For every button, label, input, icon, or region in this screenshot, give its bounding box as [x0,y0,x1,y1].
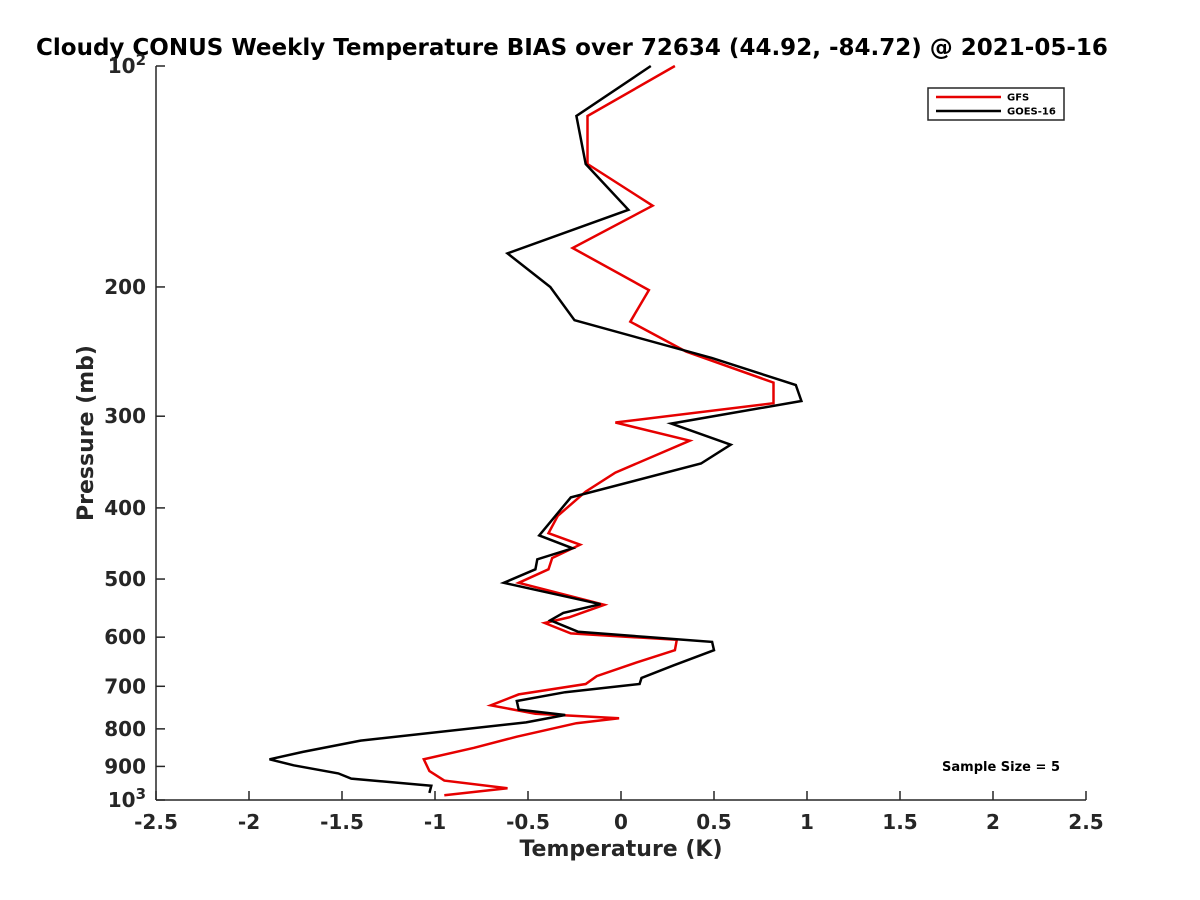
x-tick-label: 1 [800,810,814,834]
legend-label-gfs: GFS [1007,93,1029,104]
y-tick-label: 102 [108,51,146,78]
y-tick-label-base: 400 [104,496,146,520]
y-tick-label: 900 [104,754,146,778]
series-line-goes-16 [269,64,804,794]
legend-box [927,87,1065,121]
y-tick-label-base: 800 [104,717,146,741]
x-axis-label: Temperature (K) [519,837,722,862]
y-tick-label: 300 [104,404,146,428]
series-layer [269,64,804,797]
y-tick-label: 600 [104,625,146,649]
axes-frame [155,66,1086,801]
x-tick-label: 2.5 [1068,810,1103,834]
y-tick-label-exponent: 2 [136,51,146,69]
y-tick-label: 500 [104,567,146,591]
sample-size-annotation: Sample Size = 5 [942,760,1060,775]
y-tick-label: 400 [104,496,146,520]
x-tick-label: -1 [424,810,446,834]
x-tick-label: -1.5 [320,810,364,834]
chart-title: Cloudy CONUS Weekly Temperature BIAS ove… [36,35,1108,61]
x-tick-label: -2 [238,810,260,834]
x-tick-label: -2.5 [134,810,178,834]
y-tick-label-exponent: 3 [136,785,146,803]
x-ticks: -2.5 -2 -1.5 -1 -0.5 0 0.5 1 1.5 2 2.5 [134,791,1104,834]
y-tick-label-base: 600 [104,625,146,649]
y-tick-label-base: 900 [104,754,146,778]
y-tick-label-base: 10 [108,788,136,812]
y-axis-label: Pressure (mb) [74,345,99,521]
x-tick-label: -0.5 [506,810,550,834]
y-tick-label: 103 [108,785,146,812]
y-tick-label-base: 10 [108,54,136,78]
y-tick-label-base: 200 [104,275,146,299]
y-tick-label-base: 500 [104,567,146,591]
x-tick-label: 0 [614,810,628,834]
x-tick-label: 1.5 [882,810,917,834]
legend-label-goes-16: GOES-16 [1007,107,1056,118]
y-tick-label-base: 700 [104,674,146,698]
y-tick-label: 200 [104,275,146,299]
x-tick-label: 2 [986,810,1000,834]
y-tick-label-base: 300 [104,404,146,428]
y-tick-label: 800 [104,717,146,741]
y-tick-label: 700 [104,674,146,698]
x-tick-label: 0.5 [696,810,731,834]
series-line-gfs [421,64,775,797]
legend: GFS GOES-16 [927,87,1065,121]
